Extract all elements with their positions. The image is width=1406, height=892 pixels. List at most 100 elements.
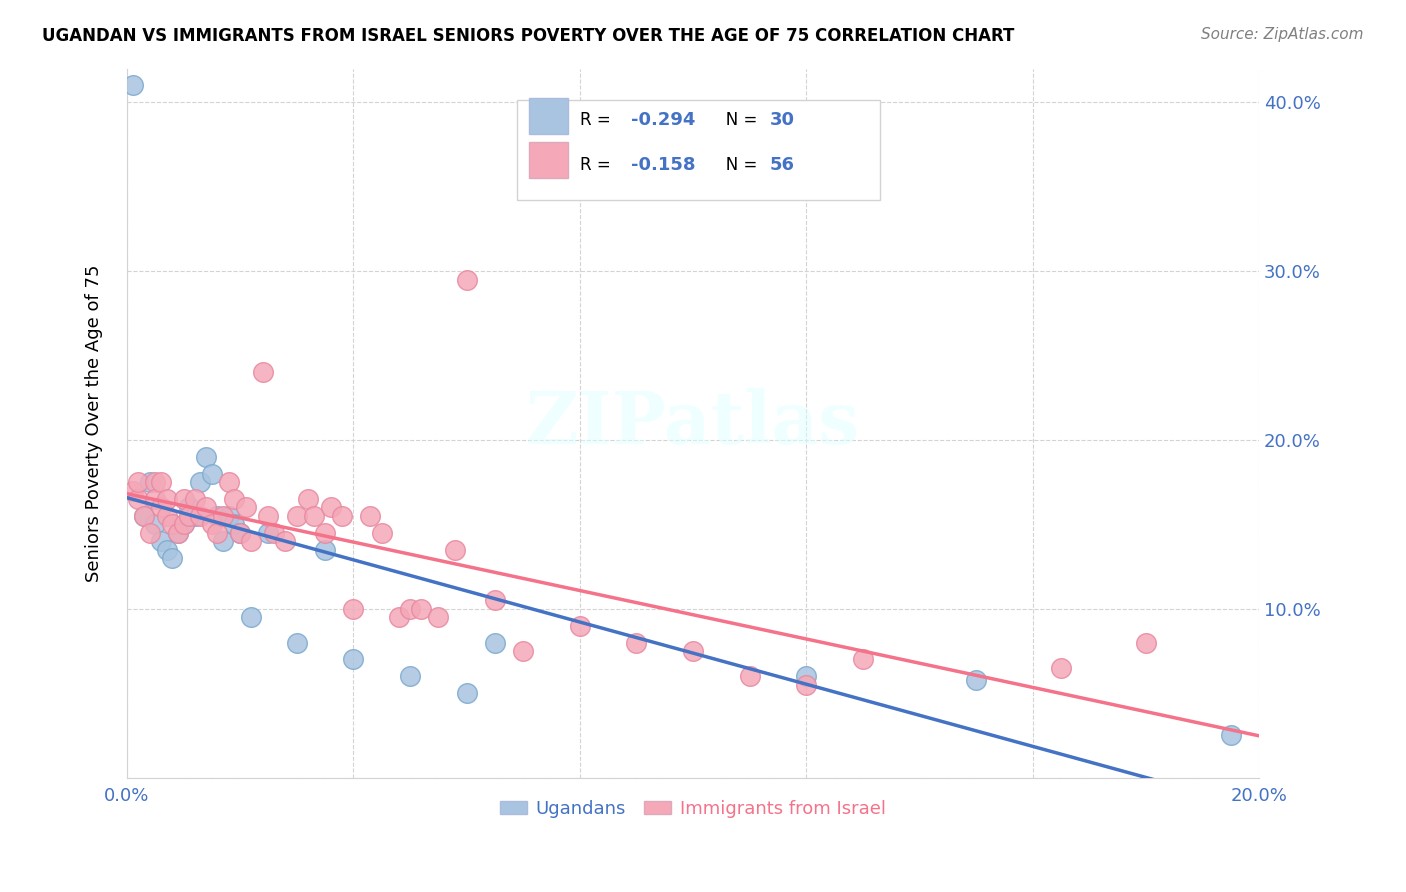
Point: [207, 525, 229, 540]
Point: [138, 475, 160, 490]
Point: [229, 525, 252, 540]
Point: [456, 272, 478, 286]
Text: Source: ZipAtlas.com: Source: ZipAtlas.com: [1201, 27, 1364, 42]
Point: [149, 534, 172, 549]
Text: R =: R =: [579, 112, 616, 129]
Point: [155, 542, 177, 557]
Point: [484, 593, 506, 607]
Point: [252, 365, 274, 379]
Point: [132, 508, 155, 523]
Point: [212, 534, 235, 549]
Point: [285, 508, 308, 523]
Text: 30: 30: [770, 112, 794, 129]
Point: [149, 500, 172, 515]
Point: [330, 508, 353, 523]
Point: [190, 508, 212, 523]
Point: [314, 525, 336, 540]
Point: [143, 475, 166, 490]
Point: [207, 508, 229, 523]
Point: [240, 534, 263, 549]
Point: [794, 678, 817, 692]
Text: R =: R =: [579, 156, 616, 174]
Y-axis label: Seniors Poverty Over the Age of 75: Seniors Poverty Over the Age of 75: [86, 264, 103, 582]
Point: [285, 635, 308, 649]
Point: [399, 669, 422, 683]
Point: [224, 491, 246, 506]
Point: [127, 491, 149, 506]
Text: 56: 56: [770, 156, 794, 174]
Point: [201, 517, 224, 532]
Point: [143, 491, 166, 506]
FancyBboxPatch shape: [529, 97, 568, 135]
Point: [484, 635, 506, 649]
Point: [155, 491, 177, 506]
Text: UGANDAN VS IMMIGRANTS FROM ISRAEL SENIORS POVERTY OVER THE AGE OF 75 CORRELATION: UGANDAN VS IMMIGRANTS FROM ISRAEL SENIOR…: [42, 27, 1015, 45]
Point: [388, 610, 411, 624]
Point: [160, 551, 183, 566]
Point: [155, 508, 177, 523]
Point: [359, 508, 381, 523]
Point: [1135, 635, 1157, 649]
Point: [626, 635, 648, 649]
Point: [314, 542, 336, 557]
Point: [444, 542, 467, 557]
Point: [342, 601, 364, 615]
Point: [297, 491, 319, 506]
Point: [370, 525, 392, 540]
Point: [166, 525, 188, 540]
Point: [143, 517, 166, 532]
Point: [173, 491, 195, 506]
Point: [195, 450, 218, 464]
Point: [682, 644, 704, 658]
Point: [224, 517, 246, 532]
Point: [138, 525, 160, 540]
Point: [160, 517, 183, 532]
Point: [190, 475, 212, 490]
Point: [132, 508, 155, 523]
Point: [218, 475, 240, 490]
Point: [195, 500, 218, 515]
Point: [240, 610, 263, 624]
Point: [212, 508, 235, 523]
Text: ZIPatlas: ZIPatlas: [526, 387, 860, 458]
Point: [173, 517, 195, 532]
Point: [852, 652, 875, 666]
Point: [427, 610, 450, 624]
Point: [257, 525, 280, 540]
Point: [319, 500, 342, 515]
Point: [263, 525, 285, 540]
Point: [179, 500, 201, 515]
Point: [121, 78, 143, 93]
Point: [794, 669, 817, 683]
Point: [411, 601, 433, 615]
Point: [173, 517, 195, 532]
Point: [399, 601, 422, 615]
Legend: Ugandans, Immigrants from Israel: Ugandans, Immigrants from Israel: [492, 793, 893, 825]
Point: [201, 467, 224, 481]
Point: [121, 483, 143, 498]
Point: [127, 475, 149, 490]
Point: [218, 508, 240, 523]
Text: -0.158: -0.158: [631, 156, 695, 174]
Point: [257, 508, 280, 523]
Point: [342, 652, 364, 666]
Point: [568, 618, 591, 632]
Point: [184, 491, 207, 506]
Point: [965, 673, 987, 687]
Point: [149, 475, 172, 490]
Point: [512, 644, 534, 658]
Point: [274, 534, 297, 549]
FancyBboxPatch shape: [529, 142, 568, 178]
Point: [229, 525, 252, 540]
Point: [235, 500, 257, 515]
Point: [179, 508, 201, 523]
Point: [738, 669, 761, 683]
Text: -0.294: -0.294: [631, 112, 695, 129]
Point: [1050, 661, 1073, 675]
Point: [184, 508, 207, 523]
Point: [166, 525, 188, 540]
FancyBboxPatch shape: [517, 101, 880, 200]
Point: [302, 508, 325, 523]
Point: [1219, 728, 1241, 742]
Text: N =: N =: [710, 156, 762, 174]
